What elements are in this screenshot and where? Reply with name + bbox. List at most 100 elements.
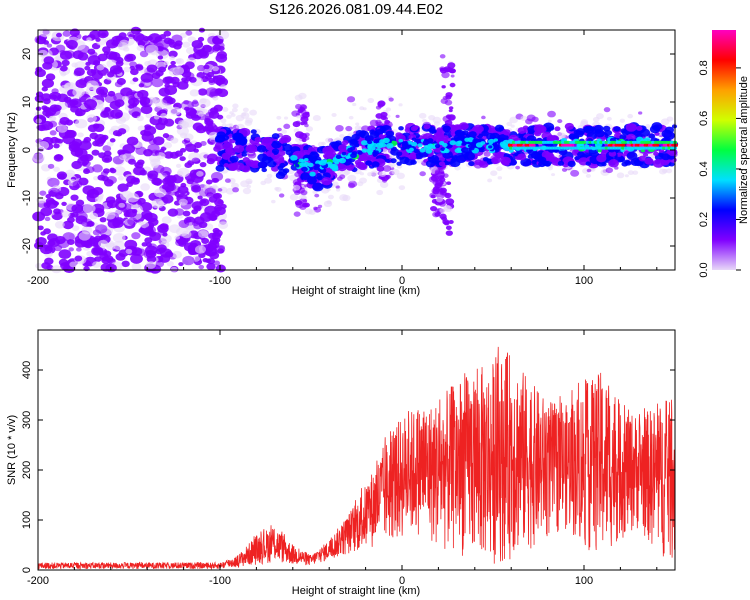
spectrogram-cell bbox=[380, 111, 388, 118]
spectrogram-cell bbox=[583, 125, 591, 132]
spectrogram-cell bbox=[74, 255, 83, 262]
spectrogram-cell bbox=[126, 181, 133, 187]
spectrogram-cell bbox=[603, 129, 613, 137]
spectrogram-cell bbox=[68, 141, 80, 150]
spectrogram-cell bbox=[138, 83, 145, 88]
spectrogram-cell bbox=[337, 163, 347, 172]
spectrogram-cell bbox=[70, 194, 79, 201]
spectrogram-cell bbox=[289, 193, 299, 201]
spectrogram-cell bbox=[298, 158, 304, 163]
spectrogram-cell bbox=[445, 198, 455, 206]
spectrogram-cell bbox=[355, 122, 360, 126]
spectrogram-cell bbox=[69, 261, 77, 268]
spectrogram-cell bbox=[215, 80, 223, 86]
spectrogram-cell bbox=[163, 118, 175, 127]
spectrogram-cell bbox=[256, 145, 267, 153]
colorbar-gradient bbox=[712, 30, 736, 270]
spectrogram-cell bbox=[653, 151, 659, 156]
spectrogram-cell bbox=[267, 160, 277, 168]
colorbar-tick-label: 0.4 bbox=[698, 161, 710, 176]
spectrogram-cell bbox=[140, 72, 154, 83]
spectrogram-cell bbox=[375, 142, 384, 149]
spectrogram-cell bbox=[159, 223, 169, 231]
spectrogram-cell bbox=[494, 124, 505, 132]
spectrogram-cell bbox=[61, 210, 71, 218]
spectrogram-cell bbox=[335, 154, 342, 159]
spectrogram-cell bbox=[457, 147, 462, 151]
spectrogram-cell bbox=[365, 160, 373, 166]
spectrogram-cell bbox=[597, 148, 602, 153]
spectrogram-cell bbox=[290, 154, 298, 161]
spectrogram-cell bbox=[76, 247, 82, 252]
spectrogram-cell bbox=[197, 195, 203, 200]
spectrogram-cell bbox=[212, 95, 219, 101]
spectrogram-cell bbox=[352, 102, 357, 107]
spectrogram-cell bbox=[430, 129, 437, 134]
spectrogram-cell bbox=[153, 136, 165, 146]
spectrogram-cell bbox=[620, 128, 628, 134]
spectrogram-cell bbox=[468, 161, 475, 167]
spectrogram-cell bbox=[438, 175, 445, 180]
spectrogram-cell bbox=[196, 64, 206, 72]
spectrogram-cell bbox=[249, 109, 258, 116]
spectrogram-cell bbox=[175, 58, 185, 65]
spectrogram-cell bbox=[48, 120, 58, 128]
spectrogram-cell bbox=[346, 96, 356, 103]
spectrogram-cell bbox=[86, 80, 99, 91]
spectrogram-cell bbox=[182, 41, 191, 48]
spectrogram-cell bbox=[321, 177, 333, 186]
spectrogram-cell bbox=[419, 148, 426, 153]
spectrogram-cell bbox=[189, 109, 197, 115]
spectrogram-cell bbox=[300, 189, 308, 196]
spectrogram-cell bbox=[241, 112, 247, 117]
spectrogram-cell bbox=[220, 84, 227, 90]
spectrogram-cell bbox=[92, 186, 104, 196]
spectrogram-cell bbox=[65, 119, 74, 126]
spectrogram-cell bbox=[185, 47, 196, 55]
spectrogram-cell bbox=[191, 101, 200, 108]
spectrogram-cell bbox=[266, 173, 273, 179]
spectrogram-cell bbox=[294, 131, 304, 139]
spectrogram-cell bbox=[396, 151, 403, 157]
spectrogram-cell bbox=[606, 116, 612, 121]
spectrogram-cell bbox=[40, 207, 53, 217]
spectrogram-cell bbox=[271, 140, 282, 149]
spectrogram-cell bbox=[59, 50, 73, 61]
spectrogram-cell bbox=[354, 125, 362, 131]
spectrogram-cell bbox=[221, 123, 227, 127]
spectrogram-cell bbox=[150, 149, 160, 157]
spectrogram-cell bbox=[304, 132, 310, 137]
spectrogram-cell bbox=[508, 148, 514, 153]
spectrogram-cell bbox=[379, 139, 385, 144]
spectrogram-y-ticks: -20 -10 0 10 20 bbox=[21, 48, 675, 254]
spectrogram-cell bbox=[317, 141, 325, 147]
spectrogram-cell bbox=[105, 39, 119, 49]
spectrogram-cell bbox=[40, 231, 46, 236]
spectrogram-cell bbox=[390, 158, 397, 164]
spectrogram-cell bbox=[124, 54, 134, 62]
spectrogram-cell bbox=[193, 205, 202, 212]
spectrogram-cell bbox=[170, 137, 179, 144]
spectrogram-cell bbox=[355, 161, 366, 169]
spectrogram-cell bbox=[207, 35, 219, 45]
spectrogram-cell bbox=[309, 151, 319, 159]
spectrogram-cell bbox=[155, 181, 161, 186]
spectrogram-cell bbox=[114, 99, 125, 107]
spectrogram-cell bbox=[455, 154, 467, 164]
spectrogram-cell bbox=[161, 194, 174, 204]
spectrogram-cell bbox=[63, 96, 72, 103]
spectrogram-cell bbox=[433, 121, 441, 126]
spectrogram-cell bbox=[331, 112, 337, 117]
spectrogram-cell bbox=[170, 60, 176, 66]
spectrogram-cell bbox=[638, 155, 647, 162]
spectrogram-cell bbox=[261, 167, 267, 173]
spectrogram-cell bbox=[155, 260, 165, 268]
spectrogram-cell bbox=[635, 125, 643, 131]
spectrogram-cell bbox=[166, 261, 174, 267]
spectrogram-cell bbox=[276, 115, 282, 120]
spectrogram-cell bbox=[261, 136, 273, 146]
spectrogram-cell bbox=[382, 178, 388, 183]
spectrogram-cell bbox=[58, 249, 72, 260]
spectrogram-cell bbox=[536, 125, 547, 134]
snr-x-tick-label: 0 bbox=[399, 575, 405, 587]
